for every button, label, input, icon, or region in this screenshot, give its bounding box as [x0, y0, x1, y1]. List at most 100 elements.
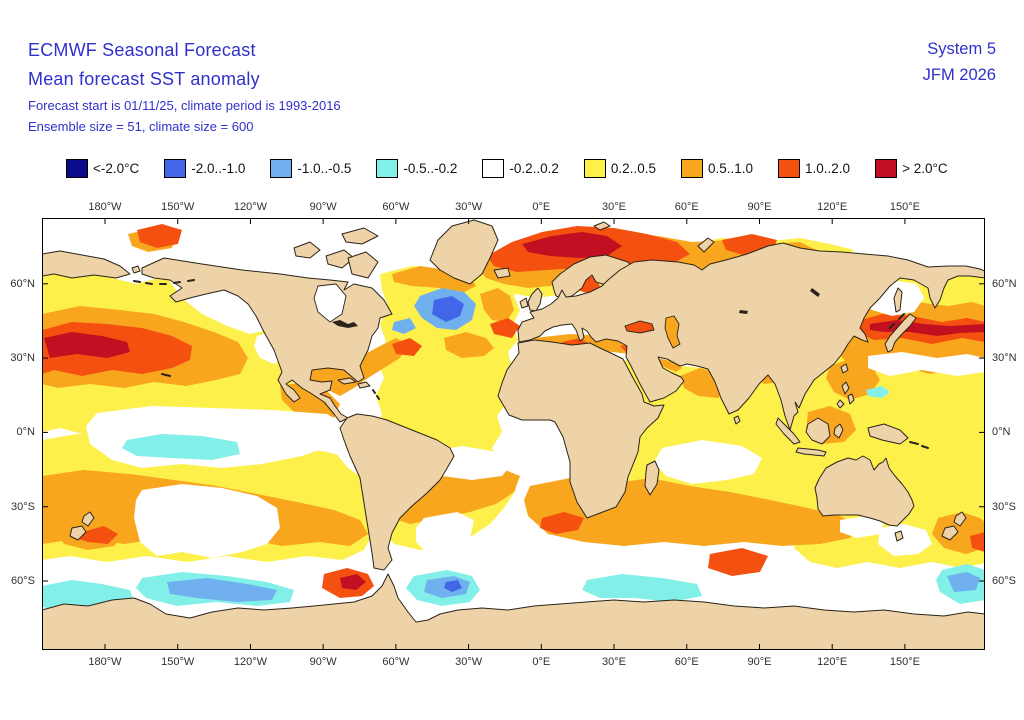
madagascar — [644, 460, 660, 496]
legend-item: 0.2..0.5 — [583, 159, 656, 178]
legend-label: 0.2..0.5 — [610, 161, 656, 176]
lake-balkhash — [739, 310, 748, 314]
legend-item: -0.2..0.2 — [482, 159, 559, 178]
legend-item: -2.0..-1.0 — [164, 159, 245, 178]
legend-item: -0.5..-0.2 — [376, 159, 457, 178]
borneo — [805, 417, 831, 445]
legend-swatch — [583, 159, 606, 178]
java — [795, 447, 827, 457]
lon-tick-label: 60°E — [674, 201, 699, 213]
lon-tick-label: 30°W — [455, 656, 483, 668]
legend-swatch — [164, 159, 187, 178]
hispaniola — [357, 381, 371, 389]
aleutian-islands — [133, 279, 195, 285]
legend-item: > 2.0°C — [875, 159, 948, 178]
taiwan — [840, 363, 849, 374]
landmass-antarctica — [42, 573, 985, 650]
map-plot-wrap: 180°W 180°W 150°W 150°W 120°W 120°W 90°W 90°W 60… — [10, 201, 1016, 668]
landmass-greenland — [429, 219, 499, 285]
st-lawrence-island — [131, 265, 141, 274]
japan — [884, 313, 917, 353]
lesser-antilles — [372, 389, 380, 400]
page-subtitle: Mean forecast SST anomaly — [28, 69, 260, 89]
lon-tick-label: 90°E — [747, 656, 772, 668]
legend-swatch — [376, 159, 399, 178]
lat-tick-label: 0°N — [16, 426, 35, 439]
lon-tick-label: 180°W — [88, 656, 122, 668]
baffin-island — [347, 251, 379, 279]
legend-label: <-2.0°C — [93, 161, 140, 176]
lon-tick-label: 60°W — [382, 656, 410, 668]
lon-tick-label: 90°E — [747, 201, 772, 213]
landmass-australia — [814, 455, 915, 527]
legend-item: -1.0..-0.5 — [270, 159, 351, 178]
legend-label: -2.0..-1.0 — [191, 161, 246, 176]
new-zealand-south-wrap — [69, 525, 87, 541]
lat-tick-label: 60°N — [10, 277, 35, 290]
new-zealand-north-wrap — [81, 511, 95, 527]
svalbard — [593, 221, 611, 231]
ensemble-size-note: Ensemble size = 51, climate size = 600 — [28, 119, 254, 134]
lon-tick-label: 60°W — [382, 201, 410, 213]
lat-tick-label: 60°S — [11, 575, 35, 587]
landmass-chukotka — [42, 250, 131, 279]
lon-tick-label: 120°W — [233, 201, 268, 213]
lon-tick-label: 180°W — [88, 201, 122, 213]
lon-tick-label: 90°W — [309, 201, 337, 213]
lon-tick-label: 0°E — [532, 656, 551, 668]
iceland — [493, 267, 511, 279]
lon-tick-label: 120°E — [817, 656, 848, 668]
lat-tick-label: 30°N — [10, 352, 35, 365]
lon-tick-label: 0°E — [532, 201, 551, 213]
legend-label: -0.2..0.2 — [509, 161, 559, 176]
landmass-eurasia — [517, 242, 985, 431]
lat-tick-label: 60°S — [992, 575, 1016, 587]
sulawesi — [833, 423, 844, 439]
lakes-layer — [332, 288, 820, 349]
black-sea — [624, 320, 655, 334]
legend-label: 0.5..1.0 — [707, 161, 754, 176]
lon-tick-label: 150°E — [889, 656, 920, 668]
lake-baikal — [810, 288, 820, 297]
great-lakes — [332, 320, 358, 328]
hawaiian-islands — [161, 373, 171, 377]
philippines-3 — [836, 399, 845, 409]
lon-tick-label: 150°W — [161, 656, 195, 668]
page-title: ECMWF Seasonal Forecast — [28, 40, 256, 60]
lat-tick-label: 0°N — [992, 426, 1011, 439]
lat-tick-label: 30°S — [992, 500, 1016, 513]
legend-swatch — [270, 159, 293, 178]
legend-swatch — [66, 159, 88, 178]
legend-item: 1.0..2.0 — [778, 159, 850, 178]
legend-item: <-2.0°C — [66, 159, 139, 178]
header-left: ECMWF Seasonal Forecast Mean forecast SS… — [28, 40, 341, 140]
forecast-start-note: Forecast start is 01/11/25, climate peri… — [28, 98, 341, 113]
philippines-1 — [841, 381, 850, 395]
world-map-svg — [42, 218, 985, 650]
season-label: JFM 2026 — [922, 66, 996, 84]
tasmania — [894, 530, 904, 542]
hudson-bay — [313, 283, 347, 323]
header-right: System 5 JFM 2026 — [923, 40, 996, 92]
kuril-islands — [889, 313, 905, 329]
system-label: System 5 — [927, 40, 996, 58]
landmass-africa — [497, 339, 665, 519]
lon-tick-label: 120°W — [233, 656, 268, 668]
melanesia-islands — [909, 441, 929, 449]
lat-tick-label: 60°N — [992, 277, 1017, 290]
legend-label: -0.5..-0.2 — [403, 161, 458, 176]
lon-tick-label: 150°W — [161, 201, 195, 213]
sakhalin — [893, 287, 903, 313]
lon-tick-label: 30°E — [602, 656, 627, 668]
legend: <-2.0°C -2.0..-1.0 -1.0..-0.5 -0.5..-0.2 -0.… — [66, 159, 948, 178]
legend-swatch — [875, 159, 898, 178]
caspian-sea — [664, 315, 681, 349]
lon-tick-label: 30°E — [602, 201, 627, 213]
lon-tick-label: 150°E — [889, 201, 920, 213]
lon-tick-label: 120°E — [817, 201, 848, 213]
sumatra — [775, 417, 801, 445]
lat-tick-label: 30°S — [11, 500, 35, 513]
legend-swatch — [680, 159, 703, 178]
cuba — [337, 377, 357, 385]
